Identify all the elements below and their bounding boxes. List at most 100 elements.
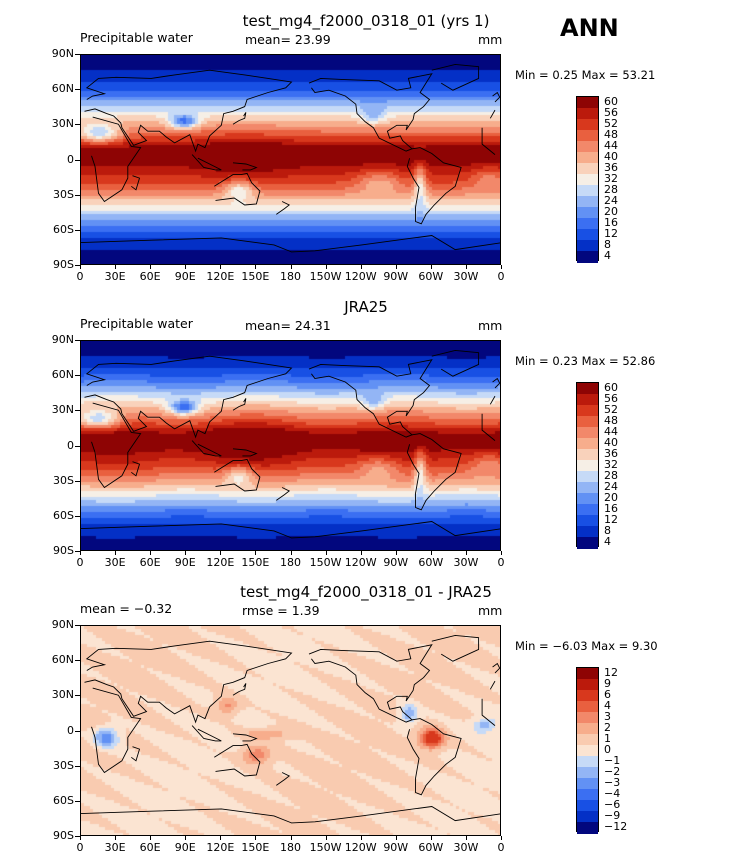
coastline bbox=[191, 154, 222, 171]
x-tick-mark bbox=[150, 551, 152, 555]
x-tick-label: 30W bbox=[453, 270, 479, 283]
y-tick-label: 90N bbox=[51, 618, 74, 631]
y-tick-mark bbox=[75, 515, 80, 517]
panel-center-label: mean= 23.99 bbox=[245, 32, 331, 47]
colorbar-tick-label: 60 bbox=[604, 94, 618, 108]
coastline bbox=[431, 634, 480, 662]
x-tick-mark bbox=[185, 551, 187, 555]
colorbar-swatch bbox=[577, 130, 598, 142]
colorbar-swatch bbox=[577, 789, 598, 801]
coastline bbox=[81, 806, 500, 824]
x-tick-label: 60E bbox=[139, 270, 161, 283]
y-tick-mark bbox=[75, 229, 80, 231]
coastline bbox=[276, 772, 291, 786]
x-tick-mark bbox=[80, 836, 81, 840]
colorbar-tick-label: 40 bbox=[604, 149, 618, 163]
y-tick-label: 90N bbox=[51, 47, 74, 60]
coastline bbox=[492, 662, 500, 674]
coastline bbox=[481, 127, 496, 155]
x-tick-mark bbox=[430, 836, 432, 840]
colorbar-swatch bbox=[577, 108, 598, 120]
coastline bbox=[214, 458, 261, 492]
y-tick-mark bbox=[75, 660, 80, 662]
x-tick-mark bbox=[501, 551, 502, 555]
x-tick-mark bbox=[185, 265, 187, 269]
colorbar-tick-label: 56 bbox=[604, 391, 618, 405]
coastline bbox=[81, 521, 500, 539]
x-tick-mark bbox=[150, 265, 152, 269]
x-tick-mark bbox=[501, 265, 502, 269]
y-tick-mark bbox=[75, 800, 80, 802]
coastline bbox=[214, 743, 261, 777]
y-tick-label: 60S bbox=[53, 793, 74, 807]
coastline bbox=[308, 73, 433, 152]
coastline bbox=[431, 349, 480, 377]
colorbar-tick-label: 28 bbox=[604, 468, 618, 482]
colorbar-swatch bbox=[577, 427, 598, 439]
y-tick-mark bbox=[75, 89, 80, 91]
colorbar-tick-label: 52 bbox=[604, 402, 618, 416]
x-tick-label: 60W bbox=[418, 841, 444, 854]
colorbar-tick-label: 48 bbox=[604, 413, 618, 427]
colorbar-swatch bbox=[577, 712, 598, 724]
x-tick-mark bbox=[80, 265, 81, 269]
x-tick-mark bbox=[115, 551, 117, 555]
coastline bbox=[131, 461, 141, 477]
colorbar-swatch bbox=[577, 416, 598, 428]
y-tick-label: 30S bbox=[53, 758, 74, 772]
colorbar-tick-label: 28 bbox=[604, 182, 618, 196]
x-tick-label: 60W bbox=[418, 270, 444, 283]
coastline bbox=[84, 69, 293, 153]
coastline bbox=[276, 201, 291, 215]
coastline bbox=[431, 63, 480, 91]
colorbar-tick-label: 1 bbox=[604, 731, 611, 745]
x-tick-label: 150W bbox=[309, 841, 342, 854]
x-tick-mark bbox=[501, 836, 502, 840]
colorbar-swatch bbox=[577, 229, 598, 241]
colorbar-swatch bbox=[577, 185, 598, 197]
colorbar-tick-label: 9 bbox=[604, 676, 611, 690]
panel-title: test_mg4_f2000_0318_01 (yrs 1) bbox=[242, 12, 490, 30]
colorbar-tick-label: −4 bbox=[604, 786, 621, 800]
y-tick-label: 60S bbox=[53, 508, 74, 522]
colorbar-swatch bbox=[577, 515, 598, 527]
x-tick-mark bbox=[255, 265, 257, 269]
y-tick-mark bbox=[75, 480, 80, 482]
colorbar-swatch bbox=[577, 207, 598, 219]
coastline bbox=[489, 395, 496, 405]
x-tick-label: 60E bbox=[139, 841, 161, 854]
x-tick-label: 120E bbox=[206, 270, 235, 283]
x-tick-label: 0 bbox=[76, 556, 84, 569]
y-tick-mark bbox=[75, 265, 80, 266]
colorbar-swatch bbox=[577, 383, 598, 395]
x-tick-label: 30W bbox=[453, 556, 479, 569]
x-tick-label: 0 bbox=[76, 841, 84, 854]
x-tick-mark bbox=[465, 836, 467, 840]
y-tick-mark bbox=[75, 551, 80, 552]
y-tick-mark bbox=[75, 375, 80, 377]
colorbar-swatch bbox=[577, 482, 598, 494]
colorbar bbox=[576, 667, 599, 834]
coastline bbox=[131, 746, 141, 762]
coastline bbox=[84, 355, 293, 439]
y-tick-label: 90S bbox=[53, 258, 74, 271]
x-tick-label: 120W bbox=[344, 270, 377, 283]
colorbar-swatch bbox=[577, 196, 598, 208]
colorbar-tick-label: 44 bbox=[604, 424, 618, 438]
colorbar-swatch bbox=[577, 163, 598, 175]
colorbar-swatch bbox=[577, 449, 598, 461]
coastline bbox=[214, 172, 261, 206]
x-tick-mark bbox=[325, 836, 327, 840]
x-tick-label: 60W bbox=[418, 556, 444, 569]
panel-center-label: rmse = 1.39 bbox=[242, 603, 320, 618]
x-tick-label: 90E bbox=[174, 841, 196, 854]
x-tick-label: 150E bbox=[241, 556, 270, 569]
colorbar-tick-label: 44 bbox=[604, 138, 618, 152]
y-tick-mark bbox=[75, 730, 80, 732]
coastline-overlay bbox=[81, 634, 500, 824]
coastline bbox=[232, 398, 247, 411]
x-tick-mark bbox=[185, 836, 187, 840]
y-tick-label: 60S bbox=[53, 222, 74, 236]
colorbar bbox=[576, 96, 599, 263]
colorbar-tick-label: 48 bbox=[604, 127, 618, 141]
